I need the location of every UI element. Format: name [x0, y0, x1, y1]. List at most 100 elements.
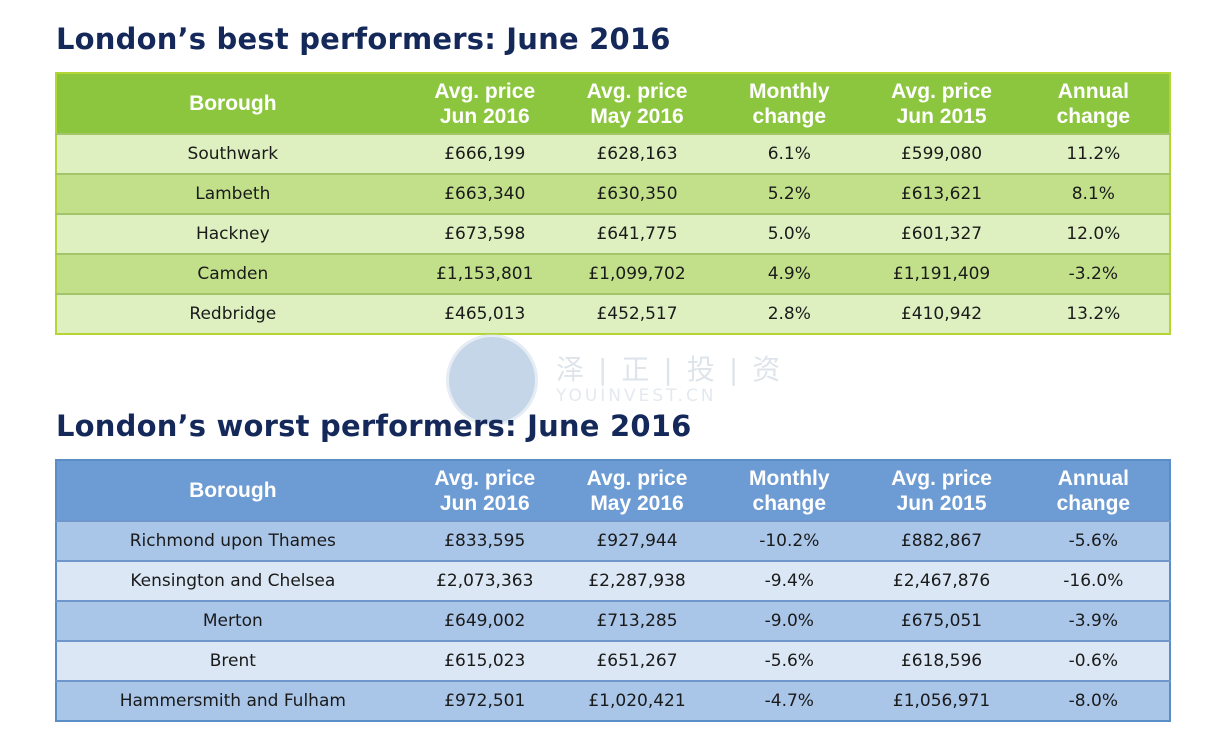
column-header: Avg. price May 2016 — [561, 73, 713, 134]
value-cell: £2,467,876 — [892, 571, 991, 591]
column-header-line2: Jun 2016 — [439, 491, 530, 515]
value-cell: £1,153,801 — [436, 264, 534, 284]
column-header-line2: Jun 2016 — [439, 104, 530, 128]
value-cell: 11.2% — [1066, 144, 1121, 164]
value-cell: £601,327 — [900, 224, 983, 244]
value-cell: £465,013 — [444, 304, 526, 324]
value-cell: £649,002 — [444, 611, 526, 631]
value-cell: -16.0% — [1063, 571, 1124, 591]
value-cell: 6.1% — [767, 144, 811, 164]
value-cell: £1,099,702 — [588, 264, 686, 284]
value-cell: £628,163 — [596, 144, 678, 164]
column-header: Annual change — [1018, 460, 1170, 521]
column-header-line2: Jun 2015 — [896, 104, 987, 128]
borough-cell: Lambeth — [195, 184, 271, 204]
value-cell: £833,595 — [444, 531, 526, 551]
column-header-line2: May 2016 — [590, 491, 684, 515]
column-header-line1: Annual — [1057, 466, 1129, 490]
value-cell: £1,020,421 — [588, 691, 686, 711]
borough-cell: Merton — [202, 611, 263, 631]
value-cell: -5.6% — [764, 651, 814, 671]
value-cell: £1,191,409 — [892, 264, 991, 284]
column-header-line2: change — [752, 104, 827, 128]
value-cell: £713,285 — [596, 611, 678, 631]
column-header: Monthly change — [713, 460, 865, 521]
worst-performers-title: London’s worst performers: June 2016 — [56, 409, 692, 443]
watermark-chinese-text: 泽|正|投|资 — [556, 353, 795, 386]
value-cell: -4.7% — [764, 691, 814, 711]
column-header: Avg. price Jun 2015 — [865, 460, 1017, 521]
value-cell: -5.6% — [1068, 531, 1118, 551]
column-header: Avg. price Jun 2015 — [865, 73, 1017, 134]
table-row: Kensington and Chelsea £2,073,363 £2,287,9… — [56, 561, 1170, 601]
value-cell: £663,340 — [444, 184, 526, 204]
column-header-line1: Avg. price — [891, 466, 992, 490]
table-row: Redbridge £465,013 £452,517 2.8% £410,942 13.… — [56, 294, 1170, 334]
column-header-line1: Avg. price — [586, 79, 688, 103]
borough-cell: Hammersmith and Fulham — [119, 691, 346, 711]
table-row: Hackney £673,598 £641,775 5.0% £601,327 12.0% — [56, 214, 1170, 254]
value-cell: £618,596 — [900, 651, 983, 671]
value-cell: £972,501 — [444, 691, 526, 711]
borough-cell: Hackney — [195, 224, 270, 244]
column-header-line1: Monthly — [749, 466, 830, 490]
best-performers-title: London’s best performers: June 2016 — [56, 22, 671, 56]
value-cell: £410,942 — [900, 304, 983, 324]
table-header-row: Borough Avg. price Jun 2016 Avg. price May 2… — [56, 73, 1170, 134]
value-cell: 4.9% — [767, 264, 811, 284]
value-cell: 8.1% — [1071, 184, 1115, 204]
value-cell: £673,598 — [444, 224, 526, 244]
column-header-line2: May 2016 — [590, 104, 684, 128]
column-header-line1: Borough — [189, 92, 277, 115]
value-cell: -10.2% — [759, 531, 820, 551]
value-cell: £641,775 — [596, 224, 678, 244]
table-row: Camden £1,153,801 £1,099,702 4.9% £1,191,409… — [56, 254, 1170, 294]
value-cell: 5.2% — [767, 184, 811, 204]
column-header-line2: change — [1056, 491, 1131, 515]
borough-cell: Kensington and Chelsea — [130, 571, 336, 591]
column-header: Annual change — [1018, 73, 1170, 134]
value-cell: £2,073,363 — [436, 571, 534, 591]
column-header: Borough — [56, 73, 409, 134]
value-cell: £599,080 — [900, 144, 983, 164]
borough-cell: Camden — [197, 264, 269, 284]
value-cell: -8.0% — [1068, 691, 1118, 711]
watermark-english-text: YOUINVEST.CN — [556, 386, 717, 406]
column-header-line2: Jun 2015 — [896, 491, 987, 515]
value-cell: £615,023 — [444, 651, 526, 671]
column-header-line2: change — [1056, 104, 1131, 128]
value-cell: 12.0% — [1066, 224, 1121, 244]
column-header-line1: Annual — [1057, 79, 1129, 103]
column-header-line1: Monthly — [749, 79, 830, 103]
column-header: Avg. price May 2016 — [561, 460, 713, 521]
table-header-row: Borough Avg. price Jun 2016 Avg. price May 2… — [56, 460, 1170, 521]
table-row: Southwark £666,199 £628,163 6.1% £599,080 11.… — [56, 134, 1170, 174]
borough-cell: Richmond upon Thames — [129, 531, 336, 551]
column-header: Monthly change — [713, 73, 865, 134]
column-header: Avg. price Jun 2016 — [409, 73, 561, 134]
value-cell: 2.8% — [767, 304, 811, 324]
column-header: Borough — [56, 460, 409, 521]
table-row: Lambeth £663,340 £630,350 5.2% £613,621 8.1% — [56, 174, 1170, 214]
value-cell: -9.0% — [764, 611, 814, 631]
table-row: Hammersmith and Fulham £972,501 £1,020,421… — [56, 681, 1170, 721]
value-cell: £882,867 — [900, 531, 983, 551]
column-header-line2: change — [752, 491, 827, 515]
column-header-line1: Avg. price — [434, 79, 536, 103]
value-cell: -9.4% — [764, 571, 814, 591]
column-header-line1: Avg. price — [586, 466, 688, 490]
value-cell: £452,517 — [596, 304, 678, 324]
value-cell: -0.6% — [1068, 651, 1118, 671]
value-cell: -3.2% — [1068, 264, 1118, 284]
table-row: Richmond upon Thames £833,595 £927,944 -10.… — [56, 521, 1170, 561]
best-performers-table: Borough Avg. price Jun 2016 Avg. price May 2… — [55, 72, 1171, 335]
value-cell: £675,051 — [900, 611, 983, 631]
column-header: Avg. price Jun 2016 — [409, 460, 561, 521]
value-cell: 13.2% — [1066, 304, 1121, 324]
value-cell: 5.0% — [767, 224, 811, 244]
column-header-line1: Avg. price — [891, 79, 992, 103]
value-cell: £613,621 — [900, 184, 983, 204]
value-cell: £666,199 — [444, 144, 526, 164]
borough-cell: Southwark — [187, 144, 279, 164]
value-cell: £2,287,938 — [588, 571, 686, 591]
